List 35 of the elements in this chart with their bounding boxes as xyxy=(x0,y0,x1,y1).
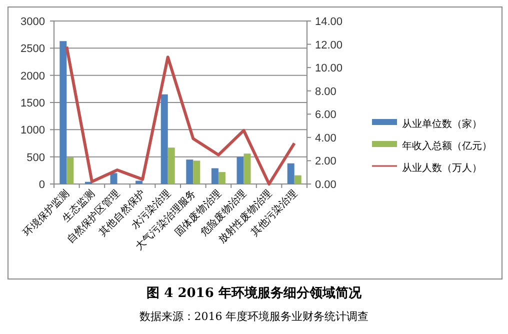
y-tick-label: 2500 xyxy=(20,43,45,56)
bar xyxy=(186,160,194,184)
y2-tick-label: 14.00 xyxy=(315,16,343,28)
y2-tick-label: 8.00 xyxy=(315,86,336,98)
y2-tick-label: 4.00 xyxy=(315,132,336,144)
y2-tick-label: 6.00 xyxy=(315,109,336,122)
bar xyxy=(294,175,302,184)
bar xyxy=(287,163,294,184)
bar xyxy=(136,180,143,184)
text: 图 4 2016 年环境服务细分领域简况 xyxy=(146,285,362,301)
bar xyxy=(66,157,74,184)
bar xyxy=(218,172,226,184)
bar xyxy=(193,160,200,184)
y-tick-label: 3000 xyxy=(20,16,45,28)
y-tick-label: 1500 xyxy=(20,98,45,110)
bar xyxy=(211,168,218,184)
line-series xyxy=(65,45,296,186)
y-tick-label: 1000 xyxy=(20,124,45,137)
y2-tick-label: 10.00 xyxy=(315,62,343,75)
bar xyxy=(244,154,251,184)
bar xyxy=(168,148,175,184)
legend-label: 从业人数（万人） xyxy=(402,162,482,174)
y2-tick-label: 2.00 xyxy=(315,156,336,168)
bar xyxy=(236,156,244,184)
bar xyxy=(60,41,67,184)
legend-label: 年收入总额（亿元） xyxy=(402,140,492,152)
bar xyxy=(160,94,168,184)
source-note: 数据来源：2016 年度环境服务业财务统计调查 xyxy=(139,310,369,323)
y-tick-label: 2000 xyxy=(20,70,45,82)
bar xyxy=(110,173,118,184)
y2-tick-label: 0.00 xyxy=(315,179,336,191)
y2-tick-label: 12.00 xyxy=(315,39,343,52)
legend-label: 从业单位数（家） xyxy=(402,118,482,130)
y-tick-label: 500 xyxy=(26,152,45,164)
y-tick-label: 0 xyxy=(38,179,45,191)
